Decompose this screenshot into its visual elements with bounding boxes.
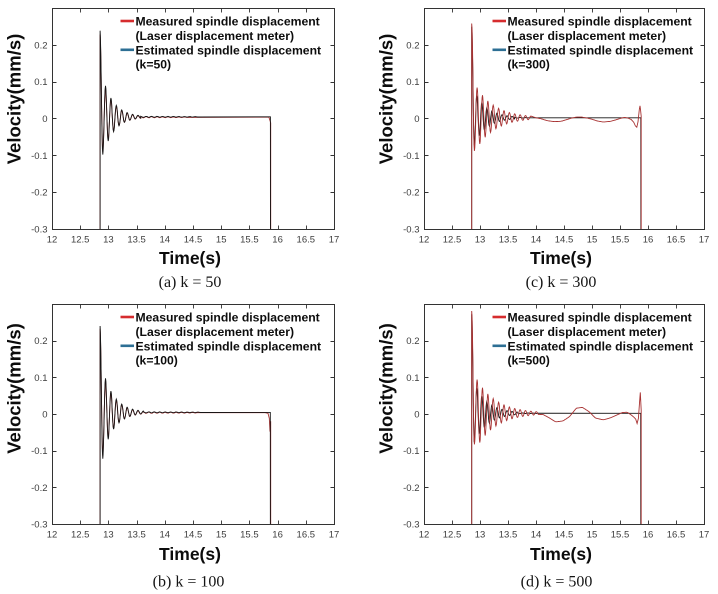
svg-text:12: 12: [47, 235, 58, 246]
svg-text:15: 15: [587, 235, 598, 246]
svg-text:-0.1: -0.1: [31, 446, 47, 457]
svg-text:Velocity(mm/s): Velocity(mm/s): [376, 323, 397, 454]
svg-text:13: 13: [103, 235, 114, 246]
svg-text:12.5: 12.5: [71, 235, 90, 246]
svg-text:0: 0: [414, 410, 419, 421]
svg-text:Measured spindle displacement: Measured spindle displacement: [136, 15, 320, 29]
svg-text:-0.1: -0.1: [31, 151, 47, 162]
svg-text:15.5: 15.5: [611, 235, 630, 246]
svg-text:16.5: 16.5: [667, 235, 686, 246]
svg-text:Estimated spindle displacement: Estimated spindle displacement: [508, 43, 694, 57]
svg-text:16: 16: [643, 530, 654, 541]
svg-text:Velocity(mm/s): Velocity(mm/s): [4, 323, 25, 454]
svg-text:0.1: 0.1: [406, 77, 419, 88]
svg-text:13.5: 13.5: [127, 530, 146, 541]
svg-text:13: 13: [475, 530, 486, 541]
svg-text:(a) k = 50: (a) k = 50: [159, 274, 222, 291]
svg-text:Estimated spindle displacement: Estimated spindle displacement: [136, 43, 322, 57]
svg-text:Time(s): Time(s): [530, 544, 592, 564]
svg-text:12.5: 12.5: [443, 235, 462, 246]
svg-text:Measured spindle displacement: Measured spindle displacement: [508, 311, 692, 325]
svg-text:(Laser displacement meter): (Laser displacement meter): [508, 325, 667, 339]
svg-text:-0.3: -0.3: [403, 520, 419, 531]
svg-text:16: 16: [272, 530, 283, 541]
svg-text:(k=500): (k=500): [508, 354, 550, 368]
svg-text:-0.2: -0.2: [403, 188, 419, 199]
svg-text:14.5: 14.5: [555, 530, 574, 541]
svg-text:0.2: 0.2: [34, 40, 47, 51]
svg-text:12: 12: [47, 530, 58, 541]
svg-text:17: 17: [329, 235, 340, 246]
svg-text:0: 0: [414, 114, 419, 125]
svg-text:16.5: 16.5: [297, 235, 316, 246]
svg-text:-0.1: -0.1: [403, 151, 419, 162]
svg-text:Estimated spindle displacement: Estimated spindle displacement: [136, 339, 322, 353]
svg-text:12.5: 12.5: [71, 530, 90, 541]
svg-text:13.5: 13.5: [499, 235, 518, 246]
svg-text:14: 14: [531, 530, 542, 541]
svg-text:-0.3: -0.3: [31, 520, 47, 531]
svg-text:Velocity(mm/s): Velocity(mm/s): [4, 34, 25, 165]
svg-text:14: 14: [160, 235, 171, 246]
svg-text:12: 12: [419, 235, 430, 246]
svg-text:(k=300): (k=300): [508, 58, 550, 72]
svg-text:(k=100): (k=100): [136, 354, 178, 368]
svg-text:17: 17: [699, 530, 710, 541]
svg-text:0.2: 0.2: [406, 336, 419, 347]
svg-text:16.5: 16.5: [297, 530, 316, 541]
svg-text:0.1: 0.1: [406, 373, 419, 384]
svg-text:14.5: 14.5: [184, 530, 203, 541]
svg-text:-0.3: -0.3: [31, 225, 47, 236]
svg-text:(Laser displacement meter): (Laser displacement meter): [136, 325, 295, 339]
svg-text:Estimated spindle displacement: Estimated spindle displacement: [508, 339, 694, 353]
svg-text:Time(s): Time(s): [530, 248, 592, 268]
svg-text:14.5: 14.5: [555, 235, 574, 246]
svg-text:15.5: 15.5: [240, 530, 259, 541]
svg-text:13: 13: [103, 530, 114, 541]
svg-text:-0.2: -0.2: [403, 483, 419, 494]
svg-text:Measured spindle displacement: Measured spindle displacement: [508, 15, 692, 29]
svg-text:15.5: 15.5: [240, 235, 259, 246]
svg-text:15: 15: [216, 530, 227, 541]
svg-text:0.1: 0.1: [34, 77, 47, 88]
svg-text:(Laser displacement meter): (Laser displacement meter): [508, 29, 667, 43]
svg-text:17: 17: [699, 235, 710, 246]
svg-text:0.2: 0.2: [406, 40, 419, 51]
svg-text:15.5: 15.5: [611, 530, 630, 541]
svg-text:Time(s): Time(s): [159, 544, 221, 564]
svg-text:14.5: 14.5: [184, 235, 203, 246]
svg-text:Velocity(mm/s): Velocity(mm/s): [376, 34, 397, 165]
svg-text:Time(s): Time(s): [159, 248, 221, 268]
svg-text:-0.2: -0.2: [31, 483, 47, 494]
svg-text:12.5: 12.5: [443, 530, 462, 541]
svg-text:(k=50): (k=50): [136, 58, 172, 72]
svg-text:-0.2: -0.2: [31, 188, 47, 199]
svg-text:0.1: 0.1: [34, 373, 47, 384]
svg-text:13.5: 13.5: [499, 530, 518, 541]
svg-text:16.5: 16.5: [667, 530, 686, 541]
svg-text:13: 13: [475, 235, 486, 246]
svg-text:0.2: 0.2: [34, 336, 47, 347]
svg-text:0: 0: [42, 114, 47, 125]
svg-text:0: 0: [42, 410, 47, 421]
svg-text:14: 14: [160, 530, 171, 541]
svg-text:(b) k = 100: (b) k = 100: [153, 574, 225, 591]
svg-text:16: 16: [643, 235, 654, 246]
svg-text:(c) k = 300: (c) k = 300: [526, 274, 597, 291]
svg-text:16: 16: [272, 235, 283, 246]
svg-text:15: 15: [216, 235, 227, 246]
svg-text:Measured spindle displacement: Measured spindle displacement: [136, 311, 320, 325]
svg-text:(d) k = 500: (d) k = 500: [521, 574, 593, 591]
svg-text:12: 12: [419, 530, 430, 541]
svg-text:(Laser displacement meter): (Laser displacement meter): [136, 29, 295, 43]
svg-text:13.5: 13.5: [127, 235, 146, 246]
svg-text:-0.1: -0.1: [403, 446, 419, 457]
svg-text:-0.3: -0.3: [403, 225, 419, 236]
svg-text:15: 15: [587, 530, 598, 541]
svg-text:17: 17: [329, 530, 340, 541]
svg-text:14: 14: [531, 235, 542, 246]
